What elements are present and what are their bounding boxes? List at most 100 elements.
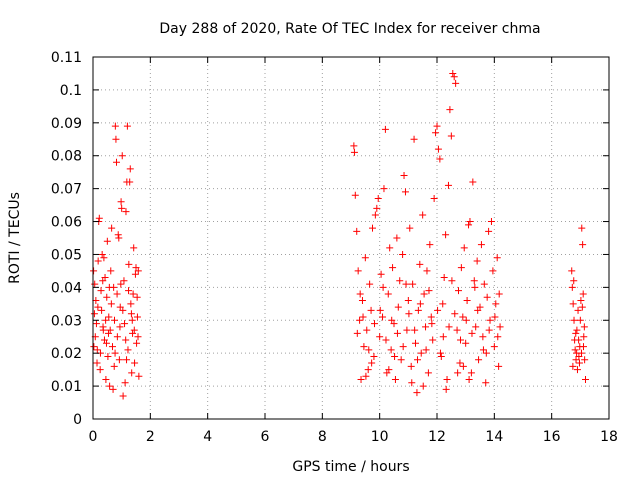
data-point xyxy=(124,346,132,354)
data-point xyxy=(371,320,379,328)
data-point xyxy=(436,155,444,163)
data-point xyxy=(90,267,98,275)
data-point xyxy=(350,142,358,150)
data-point xyxy=(385,366,393,374)
x-axis-label: GPS time / hours xyxy=(292,459,409,475)
data-point xyxy=(369,224,376,232)
data-point xyxy=(128,369,136,377)
data-point xyxy=(98,250,106,258)
data-point xyxy=(380,185,388,193)
data-point xyxy=(574,306,582,314)
data-point xyxy=(428,320,436,328)
data-point xyxy=(376,306,384,314)
data-point xyxy=(495,362,503,370)
data-point xyxy=(433,122,441,130)
data-point xyxy=(130,244,138,252)
x-tick-label: 0 xyxy=(89,429,98,445)
data-point xyxy=(92,297,100,305)
data-point xyxy=(386,244,394,252)
data-point xyxy=(130,326,138,334)
data-point xyxy=(368,359,376,367)
x-tick-label: 18 xyxy=(600,429,618,445)
data-point xyxy=(103,237,111,245)
data-point xyxy=(429,336,437,344)
data-point xyxy=(572,356,580,364)
data-point xyxy=(128,316,136,324)
data-point xyxy=(414,356,422,364)
data-point xyxy=(373,204,381,212)
data-point xyxy=(359,313,367,321)
data-point xyxy=(125,287,133,295)
data-point xyxy=(424,369,432,377)
data-point xyxy=(113,290,121,298)
data-point xyxy=(363,326,371,334)
data-point xyxy=(387,346,395,354)
y-axis-label: ROTI / TECUs xyxy=(7,192,23,284)
data-point xyxy=(403,326,411,334)
data-point xyxy=(100,254,108,262)
y-tick-label: 0.09 xyxy=(51,116,82,132)
data-point xyxy=(489,267,497,275)
data-point xyxy=(399,250,407,258)
data-point xyxy=(456,359,464,367)
y-tick-label: 0.11 xyxy=(51,50,82,66)
data-point xyxy=(103,293,111,301)
data-point xyxy=(391,352,399,360)
data-point xyxy=(467,369,475,377)
data-point xyxy=(407,362,415,370)
data-point xyxy=(122,336,130,344)
data-point xyxy=(102,339,110,347)
data-point xyxy=(364,366,372,374)
data-point xyxy=(471,283,479,291)
data-point xyxy=(569,362,577,370)
data-point xyxy=(492,300,500,308)
x-tick-label: 6 xyxy=(261,429,270,445)
data-point xyxy=(111,316,118,324)
data-point xyxy=(374,195,382,203)
data-point xyxy=(379,313,387,321)
data-point xyxy=(465,221,473,229)
data-point xyxy=(384,290,392,298)
data-point xyxy=(112,135,120,143)
data-point xyxy=(571,346,579,354)
data-point xyxy=(457,336,465,344)
data-point xyxy=(110,362,118,370)
data-point xyxy=(105,313,113,321)
data-point xyxy=(410,135,418,143)
data-point xyxy=(117,198,125,206)
data-point xyxy=(580,323,588,331)
data-point xyxy=(450,73,458,81)
data-point xyxy=(420,290,428,298)
data-point xyxy=(575,336,583,344)
data-point xyxy=(465,376,473,384)
data-point xyxy=(131,270,139,278)
data-point xyxy=(422,323,430,331)
data-point xyxy=(454,369,462,377)
data-point xyxy=(495,290,503,298)
data-point xyxy=(436,349,444,357)
data-point xyxy=(118,152,126,160)
data-point xyxy=(568,283,576,291)
data-point xyxy=(397,356,405,364)
data-point xyxy=(391,376,399,384)
x-tick-label: 8 xyxy=(318,429,327,445)
y-tick-label: 0 xyxy=(73,412,82,428)
data-point xyxy=(452,79,460,87)
data-point xyxy=(366,280,374,288)
data-point xyxy=(445,323,453,331)
data-point xyxy=(399,343,407,351)
data-point xyxy=(444,181,452,189)
data-point xyxy=(413,389,421,397)
data-point xyxy=(102,376,110,384)
y-tick-label: 0.03 xyxy=(51,313,82,329)
data-point xyxy=(402,280,410,288)
data-point xyxy=(442,385,450,393)
data-point xyxy=(353,329,361,337)
data-point xyxy=(367,306,375,314)
data-point xyxy=(379,283,387,291)
plot-frame xyxy=(92,56,610,420)
data-point xyxy=(126,165,134,173)
data-point xyxy=(581,356,589,364)
data-point xyxy=(400,171,408,179)
